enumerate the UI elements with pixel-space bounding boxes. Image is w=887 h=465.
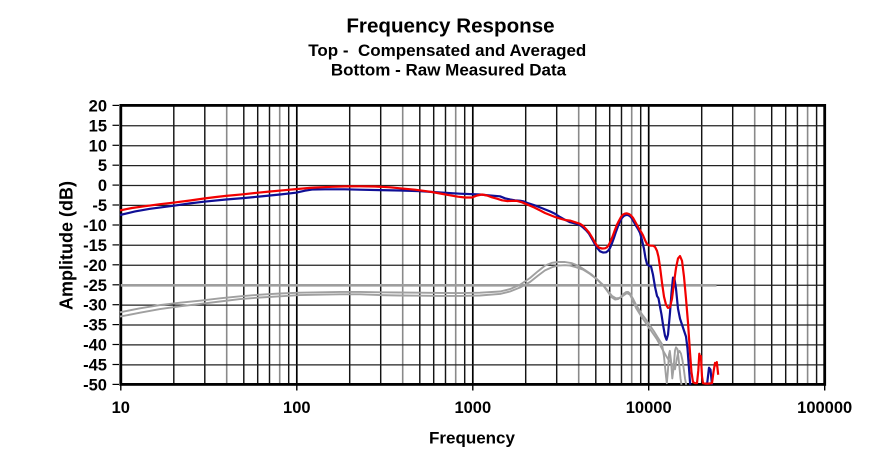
svg-text:Top - Compensated and Average: Top - Compensated and Averaged: [308, 41, 586, 60]
svg-text:-50: -50: [83, 376, 107, 394]
svg-text:-35: -35: [83, 317, 107, 335]
svg-text:100: 100: [283, 399, 311, 417]
svg-text:20: 20: [89, 97, 107, 115]
svg-text:10000: 10000: [626, 399, 672, 417]
svg-text:-15: -15: [83, 237, 107, 255]
svg-text:5: 5: [98, 157, 107, 175]
svg-text:1000: 1000: [454, 399, 491, 417]
svg-text:-10: -10: [83, 217, 107, 235]
svg-text:-45: -45: [83, 357, 107, 375]
svg-text:-30: -30: [83, 297, 107, 315]
svg-text:-40: -40: [83, 337, 107, 355]
svg-text:10: 10: [89, 137, 107, 155]
svg-text:-20: -20: [83, 257, 107, 275]
svg-text:15: 15: [89, 117, 107, 135]
svg-text:Frequency: Frequency: [429, 429, 516, 448]
svg-text:Frequency Response: Frequency Response: [346, 15, 554, 38]
svg-text:100000: 100000: [797, 399, 852, 417]
svg-text:0: 0: [98, 177, 107, 195]
svg-text:10: 10: [112, 399, 130, 417]
svg-text:Bottom - Raw Measured Data: Bottom - Raw Measured Data: [331, 61, 567, 80]
svg-text:-25: -25: [83, 277, 107, 295]
svg-text:-5: -5: [92, 197, 107, 215]
svg-text:Amplitude (dB): Amplitude (dB): [57, 181, 77, 310]
